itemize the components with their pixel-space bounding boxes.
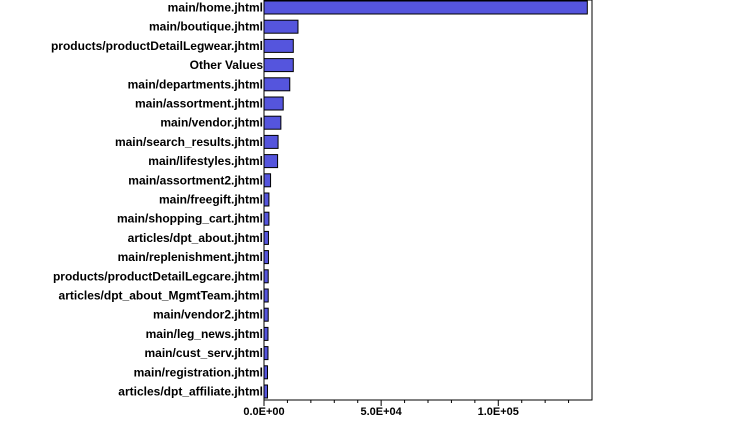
category-label: articles/dpt_about.jhtml bbox=[128, 231, 263, 245]
category-label: articles/dpt_affiliate.jhtml bbox=[118, 385, 263, 399]
x-tick-label: 1.0E+05 bbox=[478, 406, 519, 418]
category-label: main/vendor.jhtml bbox=[160, 116, 263, 130]
bar bbox=[263, 326, 269, 341]
category-label: products/productDetailLegwear.jhtml bbox=[51, 39, 263, 53]
bar bbox=[263, 192, 270, 207]
category-label: main/replenishment.jhtml bbox=[118, 250, 263, 264]
bar bbox=[263, 0, 588, 15]
category-label: main/shopping_cart.jhtml bbox=[117, 212, 263, 226]
bar bbox=[263, 38, 294, 53]
bar bbox=[263, 346, 269, 361]
bar bbox=[263, 19, 299, 34]
plot-frame bbox=[263, 0, 593, 401]
bar bbox=[263, 77, 291, 92]
category-label: main/boutique.jhtml bbox=[149, 20, 263, 34]
bar bbox=[263, 58, 294, 73]
category-label: main/search_results.jhtml bbox=[115, 135, 263, 149]
bar bbox=[263, 230, 269, 245]
bar bbox=[263, 288, 269, 303]
bar bbox=[263, 134, 279, 149]
category-label: main/cust_serv.jhtml bbox=[145, 346, 264, 360]
x-tick-label: 5.0E+04 bbox=[360, 406, 402, 418]
category-label: main/leg_news.jhtml bbox=[146, 327, 263, 341]
bar bbox=[263, 173, 272, 188]
category-label: main/lifestyles.jhtml bbox=[148, 154, 263, 168]
bar bbox=[263, 250, 269, 265]
bar bbox=[263, 269, 269, 284]
category-label: main/vendor2.jhtml bbox=[153, 308, 263, 322]
category-label: main/freegift.jhtml bbox=[159, 193, 263, 207]
category-label: main/home.jhtml bbox=[168, 1, 263, 15]
category-label: products/productDetailLegcare.jhtml bbox=[53, 269, 263, 283]
category-label: main/departments.jhtml bbox=[128, 77, 263, 91]
category-label: main/assortment2.jhtml bbox=[128, 173, 263, 187]
bar bbox=[263, 211, 270, 226]
category-label: main/registration.jhtml bbox=[134, 365, 263, 379]
category-label: Other Values bbox=[190, 58, 264, 72]
bar bbox=[263, 384, 269, 399]
category-label: articles/dpt_about_MgmtTeam.jhtml bbox=[59, 289, 263, 303]
bar bbox=[263, 154, 279, 169]
bar bbox=[263, 365, 269, 380]
category-label: main/assortment.jhtml bbox=[135, 97, 263, 111]
x-tick-label: 0.0E+00 bbox=[243, 406, 284, 418]
bar bbox=[263, 115, 282, 130]
bar bbox=[263, 307, 269, 322]
bar bbox=[263, 96, 284, 111]
